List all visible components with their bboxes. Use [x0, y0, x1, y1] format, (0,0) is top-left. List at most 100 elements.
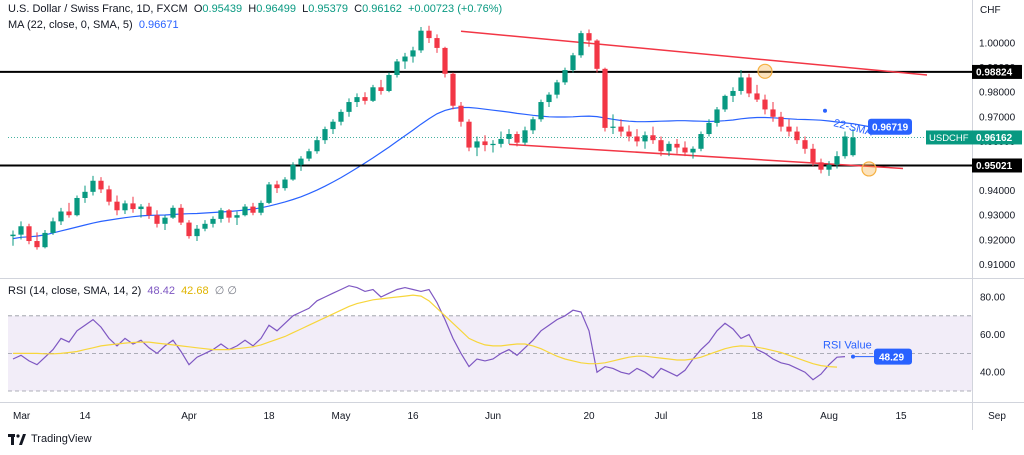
- candle: [66, 202, 72, 218]
- candle-body: [786, 126, 792, 132]
- candle: [362, 92, 368, 105]
- candle: [90, 175, 96, 196]
- candle-body: [178, 207, 184, 223]
- candle-body: [546, 94, 552, 103]
- candle: [130, 196, 136, 213]
- candle-body: [394, 61, 400, 75]
- high-value: 0.96499: [256, 3, 296, 15]
- ma-header[interactable]: MA (22, close, 0, SMA, 5) 0.96671: [8, 19, 179, 31]
- candle: [74, 195, 80, 217]
- candle: [738, 70, 744, 95]
- candle-body: [146, 206, 152, 216]
- price-tick-label: 1.00000: [979, 39, 1016, 50]
- candle-body: [810, 148, 816, 163]
- candle: [706, 119, 712, 137]
- candle: [26, 223, 32, 245]
- candle-body: [674, 143, 680, 148]
- level-label-box: [972, 158, 1022, 173]
- candle-body: [298, 158, 304, 165]
- candle-body: [610, 126, 616, 128]
- candle-body: [314, 140, 320, 152]
- candle-body: [122, 203, 128, 211]
- candle-body: [562, 70, 568, 83]
- candle-body: [658, 140, 664, 152]
- candle-body: [234, 215, 240, 218]
- highlight-circle: [861, 161, 877, 177]
- time-tick-label: 18: [263, 411, 275, 422]
- candle: [754, 84, 760, 103]
- candle: [186, 220, 192, 239]
- candle-body: [514, 134, 520, 143]
- candle: [778, 111, 784, 132]
- candle-body: [274, 184, 280, 189]
- candle: [666, 141, 672, 157]
- open-value: 0.95439: [202, 3, 243, 15]
- rsi-pane: [8, 285, 972, 392]
- candle: [42, 229, 48, 249]
- candle-body: [362, 97, 368, 101]
- candle: [290, 162, 296, 181]
- candle-body: [378, 87, 384, 91]
- change-value: +0.00723 (+0.76%): [407, 3, 503, 15]
- price-tick-label: 0.93000: [979, 211, 1016, 222]
- candle-body: [18, 226, 24, 235]
- candle: [490, 140, 496, 153]
- candle: [546, 92, 552, 107]
- candle: [298, 156, 304, 171]
- candle-body: [770, 109, 776, 117]
- rsi-extra: ∅ ∅: [214, 285, 237, 297]
- candle-body: [58, 211, 64, 222]
- candle-body: [738, 77, 744, 91]
- price-tick-label: 0.97000: [979, 112, 1016, 123]
- candle: [650, 126, 656, 144]
- candle: [274, 180, 280, 194]
- candle: [834, 151, 840, 169]
- candle-body: [162, 217, 168, 224]
- rsi-header[interactable]: RSI (14, close, SMA, 14, 2) 48.42 42.68 …: [8, 284, 237, 297]
- candle: [786, 119, 792, 137]
- candle-body: [26, 226, 32, 242]
- candle: [762, 94, 768, 115]
- rsi-line: [12, 285, 846, 381]
- candle-body: [746, 77, 752, 94]
- currency-label: CHF: [980, 5, 1001, 16]
- candle: [122, 200, 128, 214]
- candle: [850, 129, 856, 157]
- candle: [338, 109, 344, 126]
- candle-body: [722, 95, 728, 110]
- candle: [82, 185, 88, 203]
- candle: [402, 52, 408, 69]
- candle: [138, 204, 144, 218]
- candle: [258, 200, 264, 216]
- close-label: C: [354, 3, 363, 15]
- time-tick-label: Aug: [820, 411, 838, 422]
- rsi-tick-label: 80.00: [980, 293, 1005, 304]
- tradingview-logo[interactable]: TradingView: [8, 433, 92, 445]
- candle-body: [594, 40, 600, 69]
- open-label: O: [193, 3, 203, 15]
- candle-body: [434, 38, 440, 48]
- brand-name: TradingView: [31, 433, 92, 445]
- candle: [842, 131, 848, 159]
- price-value-box: [972, 130, 1022, 145]
- candle: [794, 126, 800, 144]
- resistance-trendline: [460, 30, 928, 76]
- candle: [466, 119, 472, 152]
- candle-body: [426, 30, 432, 39]
- candle: [682, 141, 688, 157]
- ma-value-box: [868, 118, 912, 135]
- candle-body: [666, 143, 672, 152]
- candle: [530, 116, 536, 135]
- candle: [826, 161, 832, 176]
- candle: [34, 232, 40, 250]
- candle: [570, 52, 576, 73]
- candle-body: [618, 126, 624, 132]
- candle-body: [210, 218, 216, 224]
- candle-body: [626, 131, 632, 137]
- candle: [170, 205, 176, 219]
- candle-body: [554, 82, 560, 95]
- time-tick-label: Mar: [13, 411, 31, 422]
- candle: [626, 125, 632, 142]
- candle-body: [538, 102, 544, 120]
